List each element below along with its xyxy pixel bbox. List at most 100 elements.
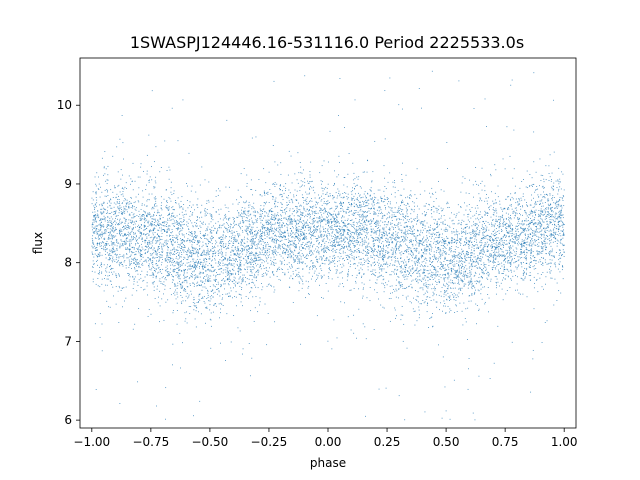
data-point <box>511 241 513 243</box>
data-point <box>240 243 242 245</box>
data-point <box>154 224 155 226</box>
data-point <box>191 213 193 215</box>
data-point <box>444 303 446 304</box>
data-point <box>182 207 184 209</box>
data-point <box>327 211 329 213</box>
data-point <box>191 271 193 273</box>
data-point <box>159 248 160 250</box>
data-point <box>406 298 408 300</box>
data-point <box>364 224 366 226</box>
data-point <box>347 248 349 250</box>
data-point <box>200 313 202 315</box>
data-point <box>448 266 450 268</box>
data-point <box>512 198 514 200</box>
data-point <box>134 257 136 259</box>
data-point <box>346 186 348 188</box>
data-point <box>403 236 405 238</box>
data-point <box>351 240 352 242</box>
data-point <box>440 291 442 293</box>
data-point <box>359 201 361 203</box>
data-point <box>559 217 561 219</box>
data-point <box>492 219 494 221</box>
data-point <box>171 207 173 209</box>
data-point <box>175 257 177 259</box>
data-point <box>316 231 318 233</box>
data-point <box>168 273 169 275</box>
data-point <box>531 194 533 196</box>
data-point <box>232 251 234 253</box>
data-point <box>319 172 321 174</box>
data-point <box>456 263 458 264</box>
data-point <box>270 262 272 264</box>
data-point <box>331 261 333 263</box>
data-point <box>101 245 103 247</box>
data-point <box>350 205 352 207</box>
data-point <box>263 208 265 210</box>
data-point <box>463 220 465 222</box>
data-point <box>383 254 385 256</box>
data-point <box>436 306 438 308</box>
data-point <box>353 221 355 223</box>
data-point <box>115 215 117 217</box>
data-point <box>237 249 239 251</box>
data-point <box>451 294 453 296</box>
data-point <box>457 247 459 248</box>
data-point <box>520 252 522 254</box>
data-point <box>369 287 371 288</box>
data-point <box>248 256 250 258</box>
data-point <box>407 295 409 297</box>
data-point <box>107 165 109 167</box>
data-point <box>229 275 231 277</box>
data-point <box>94 204 96 206</box>
data-point <box>539 214 541 216</box>
data-point <box>522 229 524 231</box>
data-point <box>472 265 474 267</box>
data-point <box>419 241 421 243</box>
data-point <box>348 245 350 247</box>
data-point <box>550 221 552 223</box>
data-point <box>355 229 357 231</box>
data-point <box>381 234 383 236</box>
data-point <box>203 234 205 236</box>
data-point <box>251 245 253 247</box>
data-point <box>292 270 294 272</box>
data-point <box>187 266 189 268</box>
data-point <box>289 192 291 194</box>
data-point <box>331 226 333 228</box>
data-point <box>139 231 141 233</box>
data-point <box>363 242 365 244</box>
data-point <box>101 278 103 280</box>
data-point <box>166 253 168 255</box>
data-point <box>391 259 393 261</box>
data-point <box>336 271 338 273</box>
data-point <box>291 264 292 266</box>
data-point <box>478 253 480 255</box>
data-point <box>280 225 282 227</box>
data-point <box>251 232 253 234</box>
data-point <box>263 202 265 203</box>
data-point <box>359 219 361 221</box>
data-point <box>125 227 127 229</box>
data-point <box>249 214 251 216</box>
data-point <box>283 250 284 252</box>
data-point <box>410 228 412 230</box>
data-point <box>215 262 217 264</box>
data-point <box>152 272 154 274</box>
data-point <box>517 244 519 246</box>
data-point <box>496 237 498 239</box>
data-point <box>102 212 104 214</box>
data-point <box>104 278 105 280</box>
data-point <box>299 262 300 264</box>
data-point <box>334 233 336 235</box>
data-point <box>219 262 221 264</box>
data-point <box>494 247 496 248</box>
data-point <box>481 216 483 218</box>
data-point <box>147 233 149 235</box>
data-point <box>397 226 399 228</box>
data-point <box>359 272 361 274</box>
data-point <box>515 289 516 291</box>
data-point <box>377 245 379 247</box>
data-point <box>233 220 235 222</box>
data-point <box>319 264 321 266</box>
data-point <box>322 187 324 189</box>
